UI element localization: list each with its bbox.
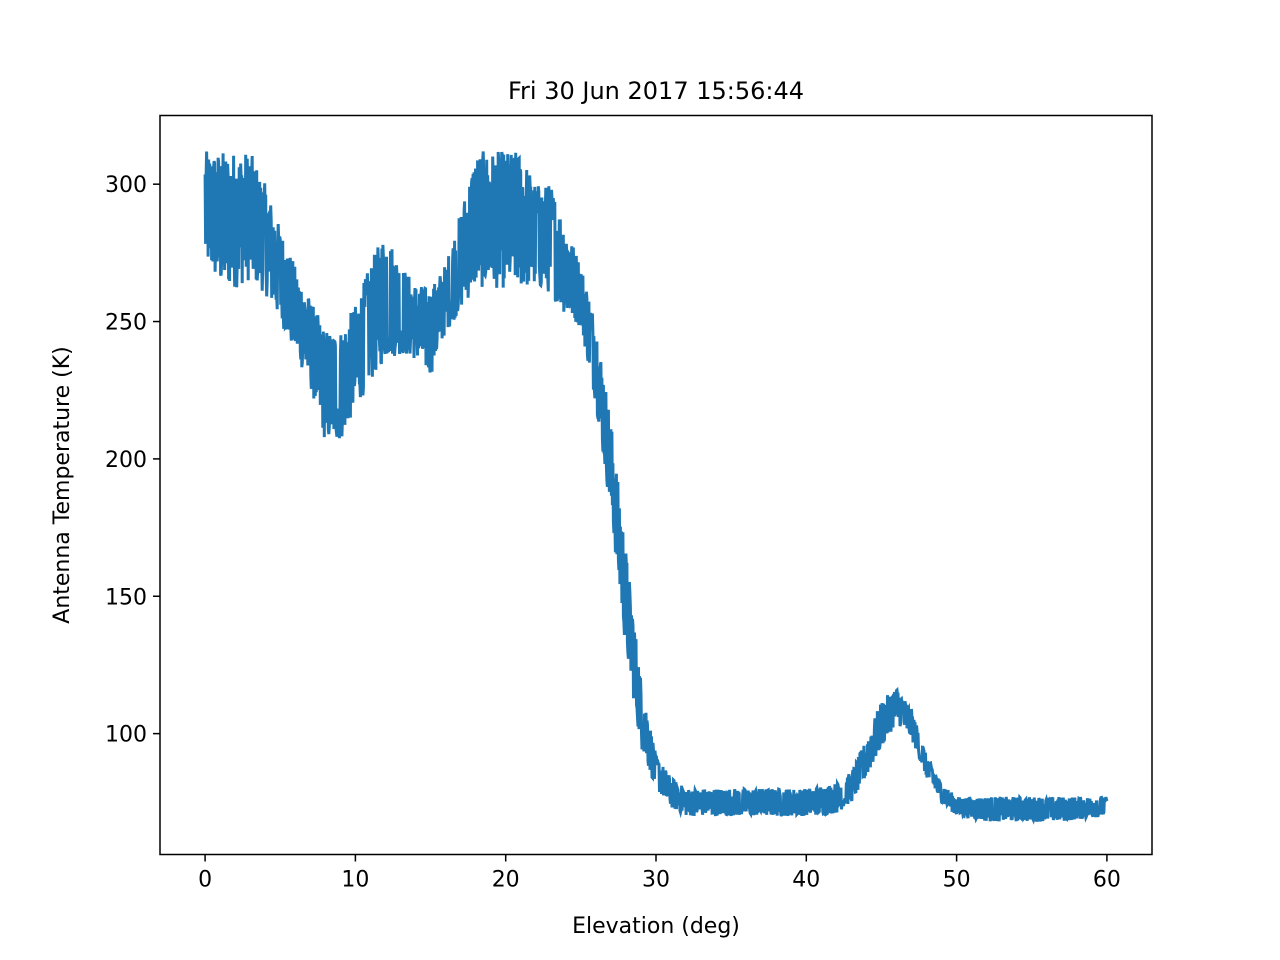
x-tick-label: 20	[492, 868, 520, 893]
x-tick-label: 50	[943, 868, 971, 893]
series-layer	[203, 151, 1109, 825]
y-tick-label: 300	[105, 173, 147, 198]
ticks-layer: 0 10 20 30 40 50 60 100 150 200 250 300	[105, 173, 1121, 892]
x-tick-label: 0	[198, 868, 212, 893]
chart-title: Fri 30 Jun 2017 15:56:44	[508, 77, 804, 105]
x-tick-label: 60	[1093, 868, 1121, 893]
y-tick-label: 250	[105, 311, 147, 336]
y-axis-label: Antenna Temperature (K)	[50, 346, 75, 623]
y-tick-label: 100	[105, 723, 147, 748]
x-tick-label: 30	[642, 868, 670, 893]
x-tick-label: 10	[341, 868, 369, 893]
y-tick-label: 200	[105, 448, 147, 473]
plot-frame	[159, 114, 1153, 856]
x-axis-label: Elevation (deg)	[572, 914, 740, 939]
series-line	[203, 151, 1109, 825]
y-tick-label: 150	[105, 585, 147, 610]
x-tick-label: 40	[792, 868, 820, 893]
